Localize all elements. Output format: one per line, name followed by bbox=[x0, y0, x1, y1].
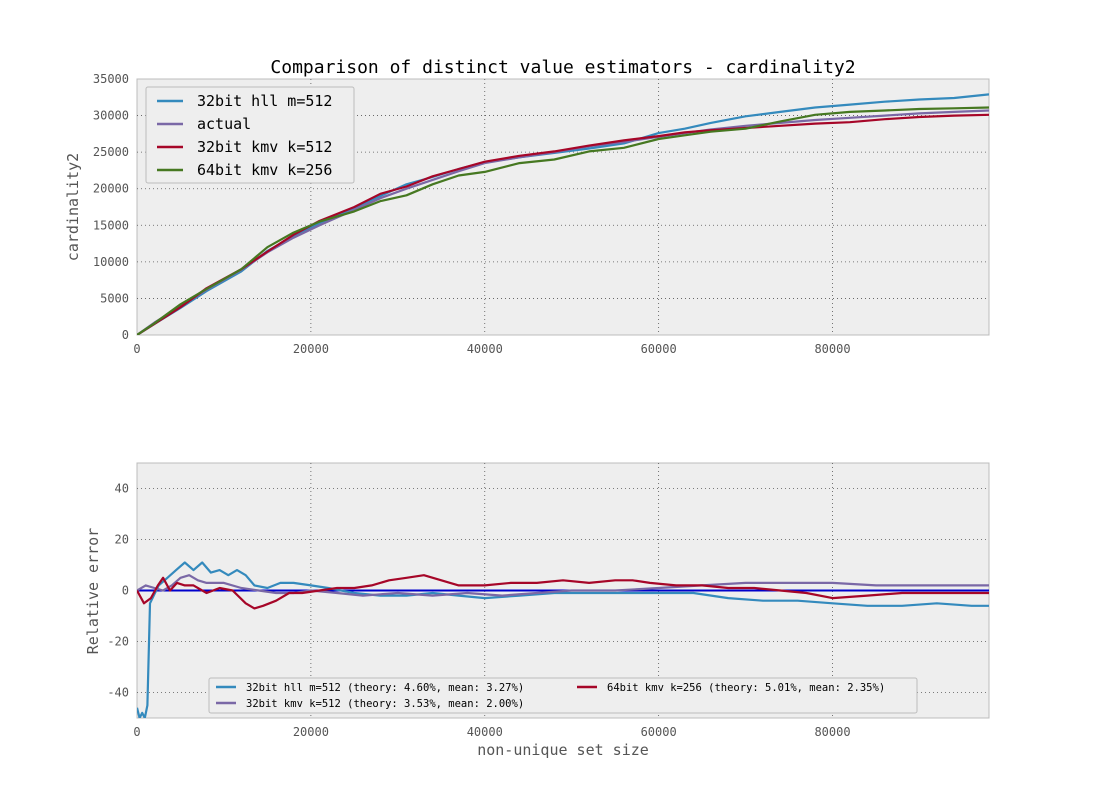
y-tick-label: 30000 bbox=[93, 109, 129, 123]
x-tick-label: 60000 bbox=[641, 342, 677, 356]
top-chart: 0 20000 40000 60000 80000 0 5000 10000 15000 200… bbox=[64, 57, 990, 356]
x-tick-label: 20000 bbox=[293, 725, 329, 739]
bottom-x-axis-label: non-unique set size bbox=[477, 741, 649, 759]
x-tick-label: 40000 bbox=[467, 725, 503, 739]
legend-box bbox=[208, 677, 918, 714]
x-tick-label: 0 bbox=[133, 342, 140, 356]
y-tick-label: 15000 bbox=[93, 218, 129, 232]
top-y-ticks: 0 5000 10000 15000 20000 25000 30000 35000 bbox=[93, 72, 129, 342]
legend-label: 64bit kmv k=256 bbox=[197, 161, 332, 179]
series-line-1 bbox=[137, 561, 989, 718]
legend-label: 32bit kmv k=512 bbox=[197, 138, 332, 156]
bottom-series bbox=[137, 561, 989, 718]
y-tick-label: 10000 bbox=[93, 255, 129, 269]
bottom-grid bbox=[137, 463, 989, 718]
top-grid bbox=[137, 79, 989, 335]
x-tick-label: 20000 bbox=[293, 342, 329, 356]
y-tick-label: 20000 bbox=[93, 182, 129, 196]
series-line-2 bbox=[137, 574, 989, 597]
y-tick-label: 0 bbox=[122, 584, 129, 598]
legend-label: 32bit hll m=512 bbox=[197, 92, 332, 110]
bottom-legend: 32bit hll m=512 (theory: 4.60%, mean: 3.… bbox=[208, 677, 918, 714]
bottom-x-ticks: 0 20000 40000 60000 80000 bbox=[133, 725, 850, 739]
y-tick-label: -40 bbox=[107, 686, 129, 700]
legend-label: 32bit kmv k=512 (theory: 3.53%, mean: 2.… bbox=[246, 698, 524, 710]
legend-box bbox=[145, 86, 355, 184]
x-tick-label: 60000 bbox=[641, 725, 677, 739]
y-tick-label: 5000 bbox=[100, 291, 129, 305]
x-tick-label: 0 bbox=[133, 725, 140, 739]
y-tick-label: 0 bbox=[122, 328, 129, 342]
top-series bbox=[137, 93, 989, 335]
top-chart-title: Comparison of distinct value estimators … bbox=[270, 57, 855, 78]
bottom-chart: 0 20000 40000 60000 80000 -40 -20 0 20 40 non-un… bbox=[84, 462, 990, 759]
top-y-axis-label: cardinality2 bbox=[64, 153, 82, 261]
y-tick-label: 35000 bbox=[93, 72, 129, 86]
top-legend: 32bit hll m=512 actual 32bit kmv k=512 64bi… bbox=[145, 86, 355, 184]
x-tick-label: 80000 bbox=[814, 725, 850, 739]
y-tick-label: 20 bbox=[115, 533, 129, 547]
y-tick-label: -20 bbox=[107, 635, 129, 649]
series-line-3 bbox=[137, 113, 989, 335]
series-line-4 bbox=[137, 106, 989, 335]
top-x-ticks: 0 20000 40000 60000 80000 bbox=[133, 342, 850, 356]
series-line-3 bbox=[137, 574, 989, 610]
x-tick-label: 80000 bbox=[814, 342, 850, 356]
bottom-y-axis-label: Relative error bbox=[84, 528, 102, 654]
legend-label: actual bbox=[197, 115, 251, 133]
bottom-y-ticks: -40 -20 0 20 40 bbox=[107, 482, 129, 700]
legend-label: 32bit hll m=512 (theory: 4.60%, mean: 3.… bbox=[246, 682, 524, 694]
y-tick-label: 40 bbox=[115, 482, 129, 496]
x-tick-label: 40000 bbox=[467, 342, 503, 356]
y-tick-label: 25000 bbox=[93, 145, 129, 159]
legend-label: 64bit kmv k=256 (theory: 5.01%, mean: 2.… bbox=[607, 682, 885, 694]
